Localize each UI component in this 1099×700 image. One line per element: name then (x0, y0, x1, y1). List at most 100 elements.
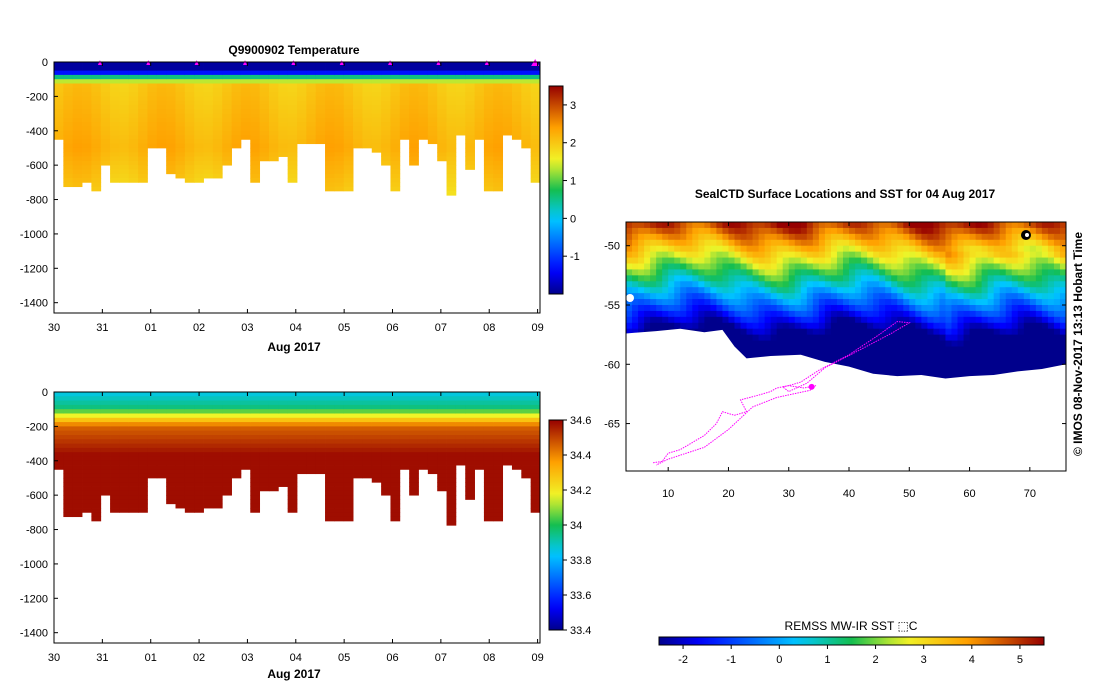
sst-cell (891, 251, 898, 259)
section-cell (511, 409, 522, 414)
sst-cell (993, 305, 1001, 312)
section-cell (325, 169, 335, 175)
section-cell (110, 178, 120, 183)
sst-cell (855, 245, 862, 253)
sst-cell (921, 305, 928, 312)
sst-cell (776, 334, 784, 342)
section-cell (381, 482, 391, 487)
sst-cell (993, 227, 1001, 235)
section-cell (493, 79, 504, 84)
sst-cell (1041, 334, 1049, 342)
section-cell (343, 117, 354, 123)
section-cell (325, 104, 335, 110)
section-cell (334, 409, 345, 414)
section-cell (138, 495, 148, 500)
section-cell (100, 482, 111, 487)
section-cell (334, 439, 345, 444)
section-cell (166, 66, 176, 71)
section-cell (240, 70, 251, 76)
section-cell (493, 512, 504, 518)
sst-cell (710, 233, 717, 241)
section-cell (203, 165, 214, 170)
section-cell (54, 400, 64, 406)
sst-cell (987, 233, 995, 241)
sst-cell (800, 316, 808, 324)
section-cell (250, 139, 261, 145)
section-cell (138, 70, 148, 76)
section-cell (371, 452, 382, 457)
section-cell (325, 117, 335, 123)
section-cell (147, 473, 158, 479)
sst-cell (975, 358, 983, 365)
section-cell (371, 434, 382, 440)
section-cell (325, 392, 335, 397)
sst-cell (830, 233, 838, 241)
section-cell (63, 165, 74, 170)
section-cell (306, 130, 317, 136)
sst-cell (1005, 269, 1013, 276)
section-cell (203, 422, 214, 427)
section-cell (493, 452, 504, 457)
sst-cell (740, 334, 748, 342)
sst-cell (740, 346, 748, 353)
sst-cell (891, 222, 898, 229)
sst-cell (812, 328, 820, 336)
sst-cell (903, 346, 910, 353)
section-cell (315, 87, 326, 93)
section-cell (250, 96, 261, 102)
sst-cell (1053, 305, 1061, 312)
sst-cell (656, 239, 663, 247)
section-cell (91, 422, 102, 427)
section-cell (63, 452, 74, 457)
section-cell (409, 122, 419, 127)
sst-cell (867, 310, 874, 318)
sst-cell (975, 322, 983, 330)
section-cell (493, 173, 504, 179)
section-cell (483, 430, 494, 436)
section-cell (194, 465, 204, 470)
section-cell (465, 62, 475, 67)
sst-cell (830, 305, 838, 312)
sst-cell (885, 293, 892, 300)
section-cell (390, 477, 401, 483)
sst-cell (861, 227, 868, 235)
sst-cell (710, 305, 717, 312)
section-cell (240, 79, 251, 84)
section-cell (212, 160, 223, 166)
sst-cell (1017, 310, 1025, 318)
sst-cell (873, 233, 880, 241)
section-cell (166, 473, 176, 479)
section-cell (268, 443, 279, 449)
section-cell (474, 447, 485, 453)
section-cell (128, 460, 139, 466)
sst-cell (746, 227, 754, 235)
sst-cell (1011, 364, 1019, 371)
section-cell (250, 443, 261, 449)
section-cell (222, 447, 232, 453)
sst-cell (836, 263, 844, 270)
section-cell (437, 126, 447, 132)
section-cell (493, 477, 504, 483)
sst-cell (873, 322, 880, 330)
section-cell (259, 113, 270, 119)
section-cell (325, 447, 335, 453)
sst-cell (812, 310, 820, 318)
sst-cell (849, 275, 856, 282)
section-cell (54, 109, 64, 114)
sst-cell (981, 358, 989, 365)
section-cell (100, 62, 111, 67)
section-cell (511, 109, 522, 114)
section-cell (521, 434, 532, 440)
section-cell (465, 147, 475, 153)
section-cell (502, 409, 513, 414)
sst-cell (915, 299, 922, 306)
section-cell (147, 122, 158, 127)
section-cell (259, 439, 270, 444)
sst-cell (999, 239, 1007, 247)
sst-cell (879, 352, 886, 359)
section-cell (54, 62, 64, 67)
sst-cell (1059, 322, 1066, 330)
section-cell (231, 117, 242, 123)
sst-cell (1041, 222, 1049, 229)
sst-cell (987, 293, 995, 300)
